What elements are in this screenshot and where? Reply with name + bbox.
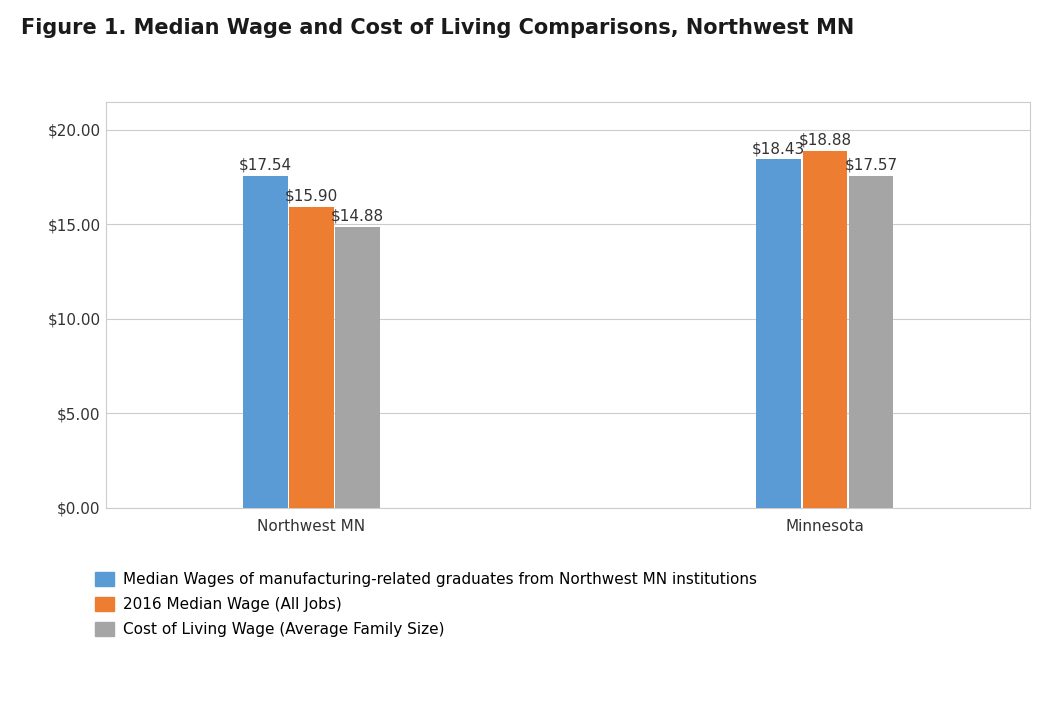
Text: $15.90: $15.90	[285, 188, 338, 204]
Text: $17.54: $17.54	[239, 158, 292, 173]
Text: $18.88: $18.88	[799, 133, 852, 148]
Text: Figure 1. Median Wage and Cost of Living Comparisons, Northwest MN: Figure 1. Median Wage and Cost of Living…	[21, 18, 855, 38]
Bar	[243, 176, 288, 508]
Text: $18.43: $18.43	[752, 141, 805, 156]
Bar	[756, 160, 801, 508]
Bar	[803, 151, 847, 508]
Bar	[336, 226, 380, 507]
Text: $17.57: $17.57	[844, 157, 897, 173]
Legend: Median Wages of manufacturing-related graduates from Northwest MN institutions, : Median Wages of manufacturing-related gr…	[96, 572, 757, 637]
Text: $14.88: $14.88	[331, 208, 384, 223]
Bar	[289, 207, 333, 508]
Bar	[849, 175, 893, 507]
